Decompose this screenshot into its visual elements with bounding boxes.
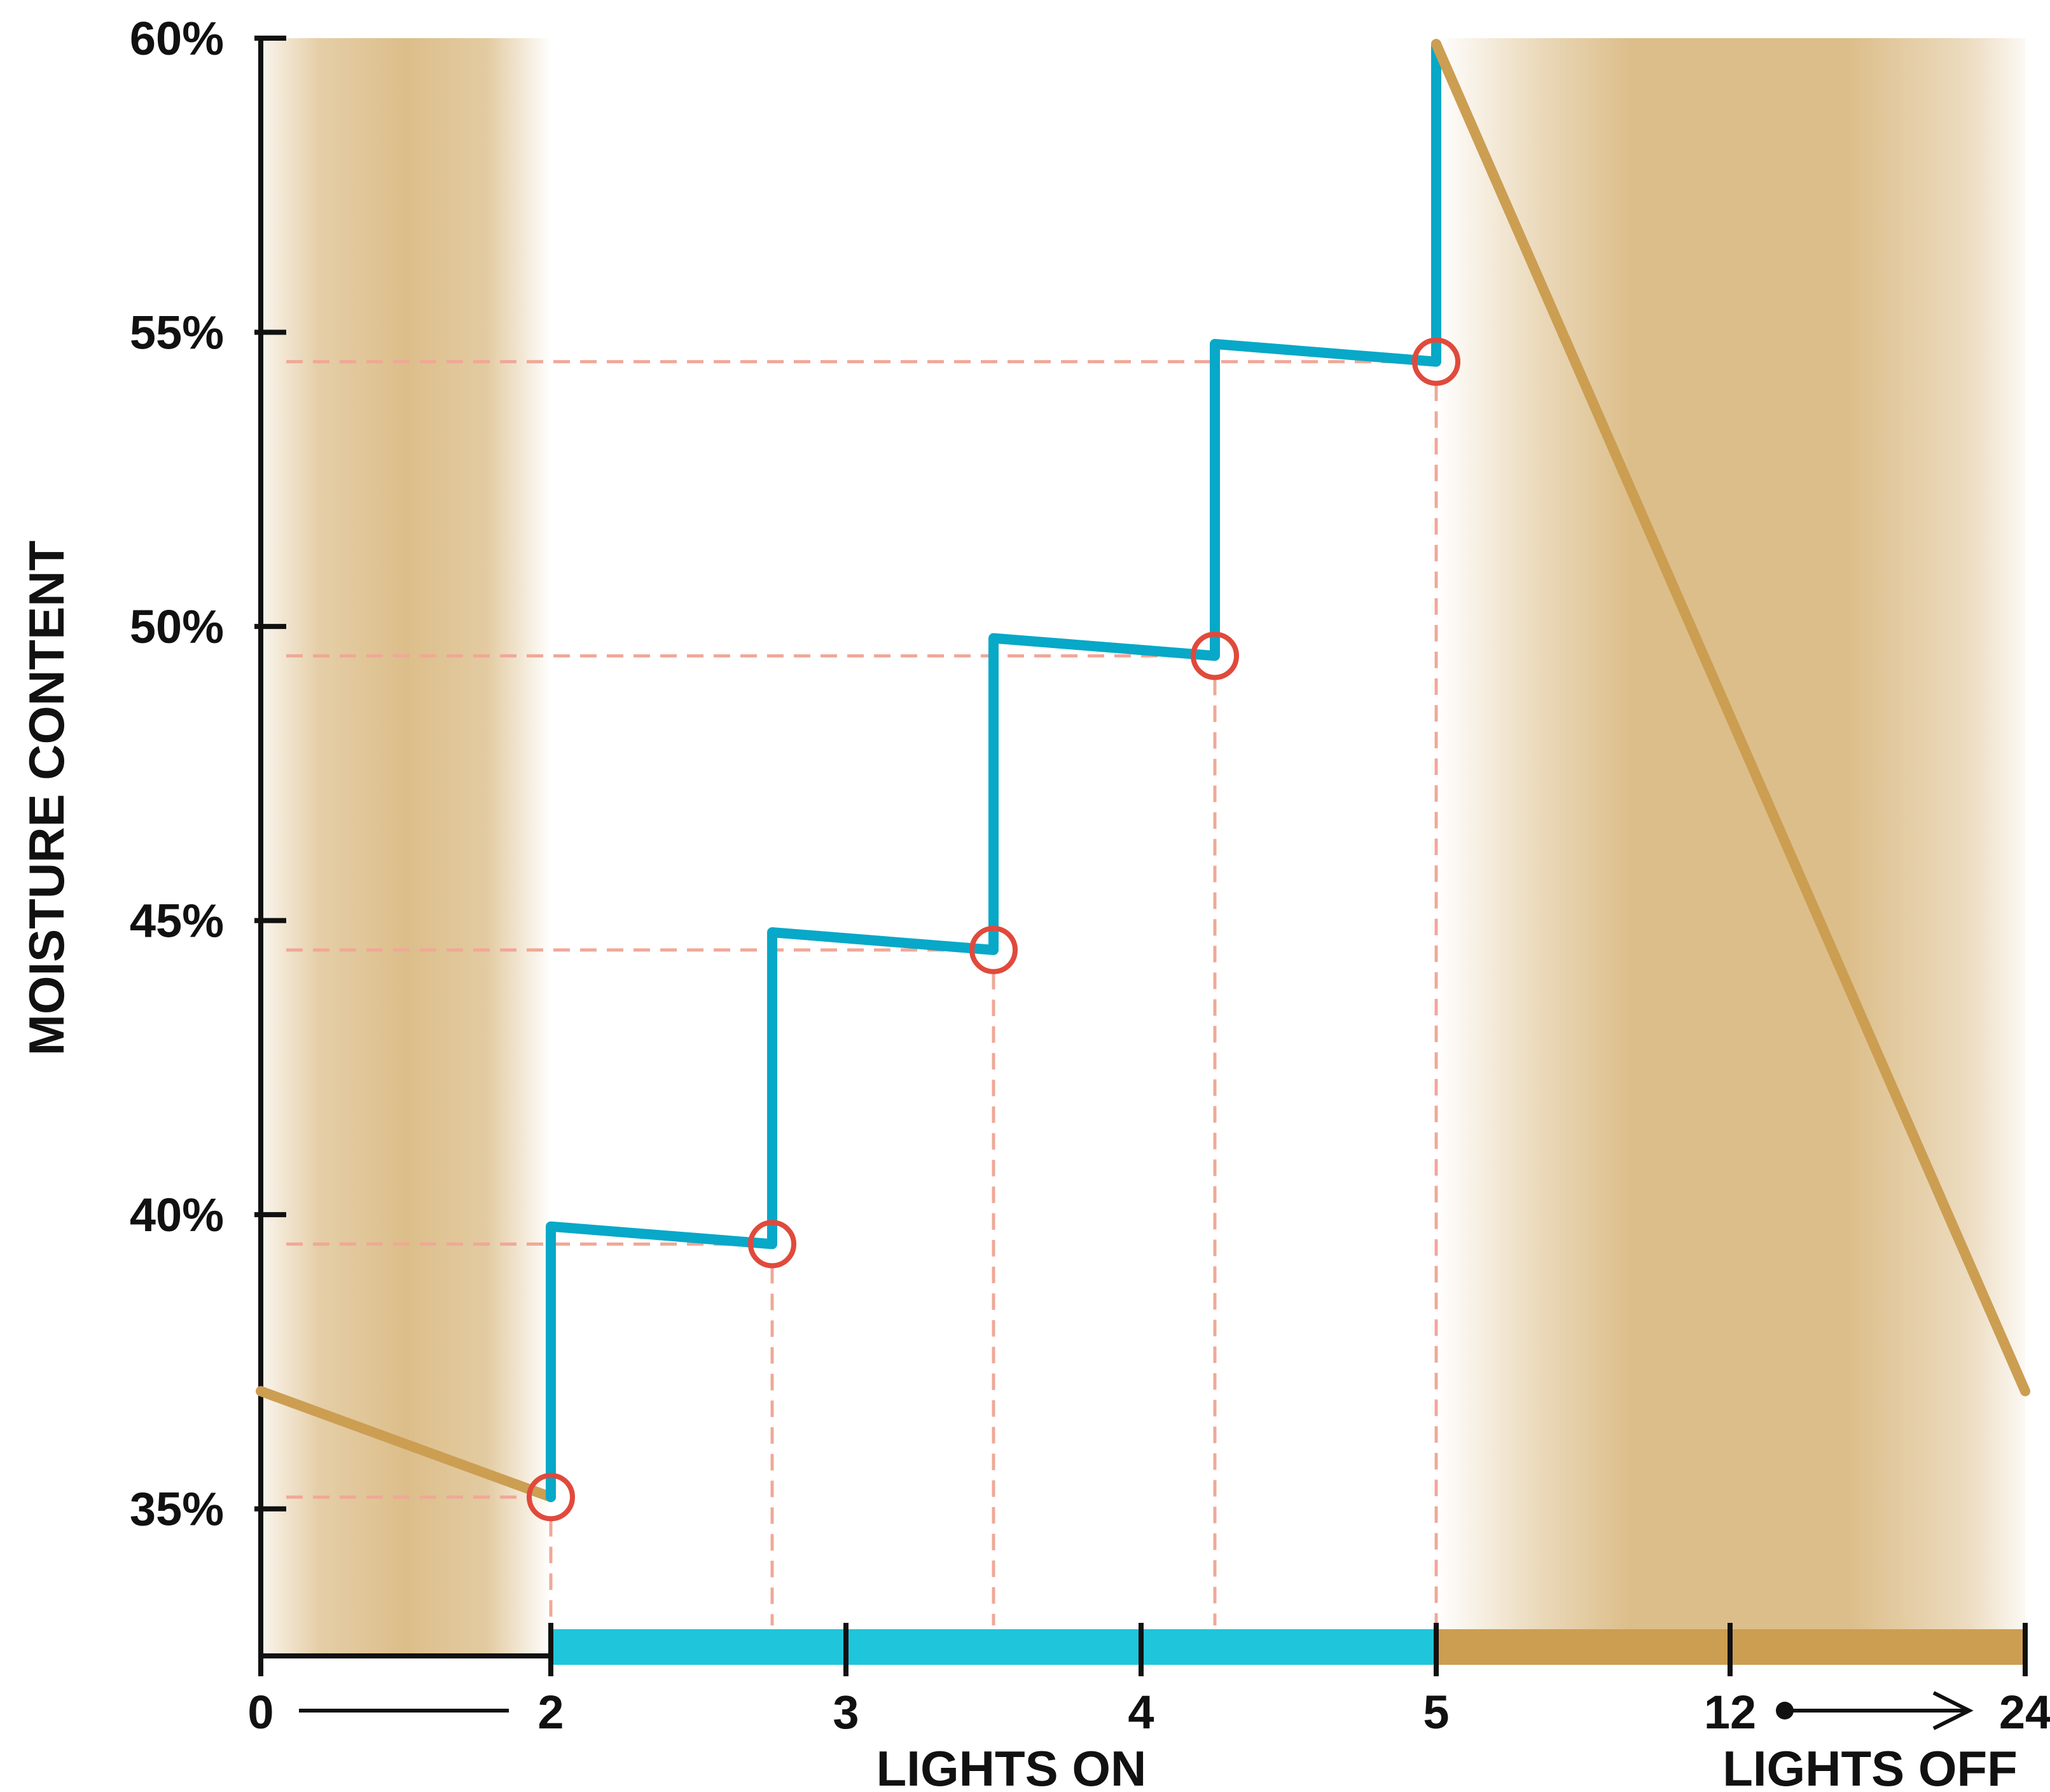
guide-lines [286,360,1438,1625]
x-tick-label: 0 [247,1686,274,1739]
y-tick-label: 50% [130,600,224,653]
markers [527,337,1460,1522]
x-tick-label: 24 [1999,1686,2050,1739]
lights-off-band-right [1436,38,2025,1656]
series-dryback-after [1431,39,2030,1396]
x-tick-label: 4 [1128,1686,1154,1739]
y-tick-label: 35% [130,1483,224,1536]
y-tick-label: 40% [130,1189,224,1241]
x-tick-label: 2 [537,1686,564,1739]
x-tick-label: 12 [1704,1686,1756,1739]
y-axis-title: MOISTURE CONTENT [18,541,74,1056]
marker-circle [969,925,1018,974]
series-irrigation-steps [546,39,1441,1503]
x-tick-label: 5 [1423,1686,1449,1739]
lights-on-label: LIGHTS ON [876,1740,1147,1792]
lights-off-shading [261,38,2025,1656]
labels: 35% 40% 45% 50% 55% 60% 0 2 3 4 5 12 24 MOISTURE CONT… [18,12,2050,1792]
lights-on-bar [551,1629,1436,1665]
series [256,39,2030,1503]
marker-circle [527,1473,575,1522]
x-tick-label: 3 [833,1686,859,1739]
y-tick-label: 55% [130,307,224,359]
time-arrow-head [1932,1691,1974,1730]
y-tick-label: 60% [130,12,224,65]
marker-circle [1412,337,1460,386]
marker-circle [1191,631,1239,680]
lights-off-band-left [261,38,551,1656]
series-dryback-before [256,1386,556,1503]
axes [254,36,2028,1730]
lights-off-label: LIGHTS OFF [1722,1740,2018,1792]
marker-circle [748,1220,796,1269]
y-tick-label: 45% [130,895,224,948]
